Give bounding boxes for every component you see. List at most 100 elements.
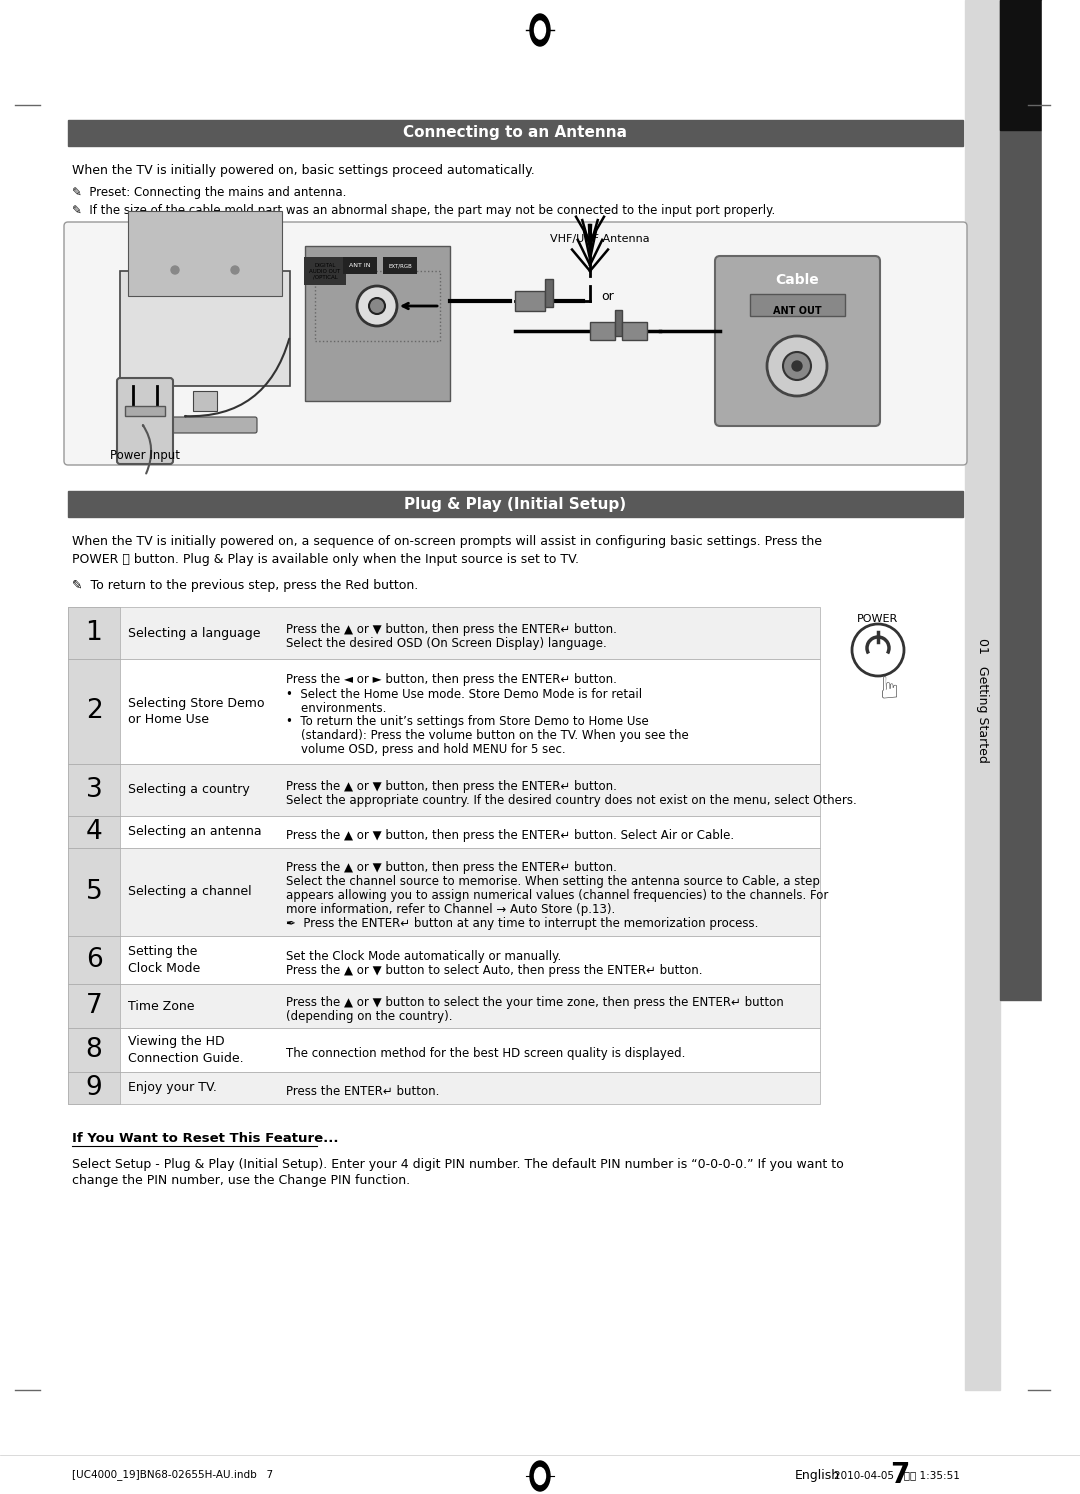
Bar bbox=[68, 937, 820, 985]
Bar bbox=[129, 211, 282, 296]
Bar bbox=[68, 1028, 820, 1073]
Ellipse shape bbox=[535, 21, 545, 39]
Text: Power Input: Power Input bbox=[110, 450, 180, 462]
Text: POWER: POWER bbox=[858, 614, 899, 624]
FancyArrowPatch shape bbox=[143, 426, 151, 474]
Bar bbox=[68, 659, 820, 763]
Bar bbox=[68, 849, 120, 937]
Bar bbox=[68, 1073, 120, 1104]
Text: Cable: Cable bbox=[775, 273, 819, 287]
Text: Setting the: Setting the bbox=[129, 946, 198, 959]
Text: environments.: environments. bbox=[286, 702, 387, 714]
Text: 8: 8 bbox=[85, 1037, 103, 1064]
Bar bbox=[615, 309, 622, 336]
FancyBboxPatch shape bbox=[715, 255, 880, 426]
Bar bbox=[68, 985, 820, 1028]
Text: Set the Clock Mode automatically or manually.: Set the Clock Mode automatically or manu… bbox=[286, 950, 562, 964]
Text: 2: 2 bbox=[85, 699, 103, 725]
Text: Enjoy your TV.: Enjoy your TV. bbox=[129, 1082, 217, 1095]
Text: •  To return the unit’s settings from Store Demo to Home Use: • To return the unit’s settings from Sto… bbox=[286, 716, 649, 729]
Text: The connection method for the best HD screen quality is displayed.: The connection method for the best HD sc… bbox=[286, 1047, 686, 1061]
Bar bbox=[622, 323, 647, 341]
Text: Select the desired OSD (On Screen Display) language.: Select the desired OSD (On Screen Displa… bbox=[286, 636, 607, 650]
Text: •  Select the Home Use mode. Store Demo Mode is for retail: • Select the Home Use mode. Store Demo M… bbox=[286, 687, 643, 701]
Text: 7: 7 bbox=[890, 1461, 909, 1490]
Bar bbox=[545, 279, 553, 306]
Bar bbox=[68, 120, 963, 146]
Bar bbox=[68, 985, 120, 1028]
Bar bbox=[68, 1073, 820, 1104]
Bar bbox=[305, 247, 450, 400]
Text: 3: 3 bbox=[85, 777, 103, 802]
FancyBboxPatch shape bbox=[153, 417, 257, 433]
Bar bbox=[193, 391, 217, 411]
Bar bbox=[68, 816, 120, 849]
Bar bbox=[515, 291, 545, 311]
Bar bbox=[68, 763, 120, 816]
Text: Connection Guide.: Connection Guide. bbox=[129, 1052, 244, 1065]
Text: Selecting a country: Selecting a country bbox=[129, 783, 249, 796]
Bar bbox=[68, 607, 120, 659]
FancyBboxPatch shape bbox=[117, 378, 173, 465]
Bar bbox=[68, 607, 820, 659]
Text: Viewing the HD: Viewing the HD bbox=[129, 1035, 225, 1049]
Text: EXT/RGB: EXT/RGB bbox=[388, 263, 411, 267]
Text: ✒  Press the ENTER↵ button at any time to interrupt the memorization process.: ✒ Press the ENTER↵ button at any time to… bbox=[286, 917, 758, 929]
Circle shape bbox=[792, 362, 802, 371]
Text: DIGITAL
AUDIO OUT
/OPTICAL: DIGITAL AUDIO OUT /OPTICAL bbox=[310, 263, 340, 279]
Text: 5: 5 bbox=[85, 878, 103, 905]
Bar bbox=[68, 492, 963, 517]
Circle shape bbox=[852, 624, 904, 675]
Bar bbox=[1042, 0, 1080, 1494]
Bar bbox=[1000, 0, 1042, 130]
Text: or: or bbox=[602, 290, 615, 302]
Circle shape bbox=[231, 266, 239, 273]
Text: Press the ▲ or ▼ button, then press the ENTER↵ button.: Press the ▲ or ▼ button, then press the … bbox=[286, 780, 617, 793]
Text: 1: 1 bbox=[85, 620, 103, 645]
Bar bbox=[125, 406, 165, 415]
Circle shape bbox=[783, 353, 811, 379]
Text: (depending on the country).: (depending on the country). bbox=[286, 1010, 453, 1023]
Text: VHF/UHF Antenna: VHF/UHF Antenna bbox=[550, 235, 650, 244]
Bar bbox=[750, 294, 845, 317]
Circle shape bbox=[357, 285, 397, 326]
Text: Selecting Store Demo: Selecting Store Demo bbox=[129, 698, 265, 710]
Text: Press the ◄ or ► button, then press the ENTER↵ button.: Press the ◄ or ► button, then press the … bbox=[286, 674, 617, 687]
Text: Press the ▲ or ▼ button to select the your time zone, then press the ENTER↵ butt: Press the ▲ or ▼ button to select the yo… bbox=[286, 996, 784, 1008]
Bar bbox=[590, 323, 615, 341]
Text: 4: 4 bbox=[85, 819, 103, 846]
Text: When the TV is initially powered on, a sequence of on-screen prompts will assist: When the TV is initially powered on, a s… bbox=[72, 535, 822, 548]
Text: appears allowing you to assign numerical values (channel frequencies) to the cha: appears allowing you to assign numerical… bbox=[286, 889, 828, 902]
Circle shape bbox=[767, 336, 827, 396]
Text: Selecting a language: Selecting a language bbox=[129, 626, 260, 639]
Text: Clock Mode: Clock Mode bbox=[129, 962, 200, 974]
Text: ☞: ☞ bbox=[876, 671, 905, 698]
Text: volume OSD, press and hold MENU for 5 sec.: volume OSD, press and hold MENU for 5 se… bbox=[286, 744, 566, 756]
Bar bbox=[1000, 0, 1042, 999]
FancyBboxPatch shape bbox=[64, 223, 967, 465]
Text: change the PIN number, use the Change PIN function.: change the PIN number, use the Change PI… bbox=[72, 1174, 410, 1188]
Circle shape bbox=[369, 297, 384, 314]
Text: If You Want to Reset This Feature...: If You Want to Reset This Feature... bbox=[72, 1132, 338, 1144]
Text: ANT IN: ANT IN bbox=[349, 263, 370, 267]
Text: 2010-04-05   오후 1:35:51: 2010-04-05 오후 1:35:51 bbox=[834, 1470, 960, 1481]
Circle shape bbox=[171, 266, 179, 273]
Text: ✎  If the size of the cable mold part was an abnormal shape, the part may not be: ✎ If the size of the cable mold part was… bbox=[72, 205, 775, 217]
Text: Press the ▲ or ▼ button, then press the ENTER↵ button. Select Air or Cable.: Press the ▲ or ▼ button, then press the … bbox=[286, 829, 734, 843]
Ellipse shape bbox=[530, 1461, 550, 1491]
Text: English: English bbox=[795, 1469, 840, 1482]
Text: Selecting an antenna: Selecting an antenna bbox=[129, 826, 261, 838]
Bar bbox=[68, 937, 120, 985]
Text: 9: 9 bbox=[85, 1076, 103, 1101]
Text: Press the ▲ or ▼ button, then press the ENTER↵ button.: Press the ▲ or ▼ button, then press the … bbox=[286, 861, 617, 874]
Bar bbox=[68, 659, 120, 763]
FancyArrowPatch shape bbox=[185, 339, 289, 417]
Text: (standard): Press the volume button on the TV. When you see the: (standard): Press the volume button on t… bbox=[286, 729, 689, 743]
Text: Press the ▲ or ▼ button, then press the ENTER↵ button.: Press the ▲ or ▼ button, then press the … bbox=[286, 623, 617, 636]
Text: 01   Getting Started: 01 Getting Started bbox=[976, 638, 989, 762]
Text: ✎  To return to the previous step, press the Red button.: ✎ To return to the previous step, press … bbox=[72, 580, 418, 592]
Bar bbox=[966, 0, 1000, 1389]
Bar bbox=[68, 849, 820, 937]
Text: Press the ENTER↵ button.: Press the ENTER↵ button. bbox=[286, 1085, 440, 1098]
Text: Time Zone: Time Zone bbox=[129, 999, 194, 1013]
